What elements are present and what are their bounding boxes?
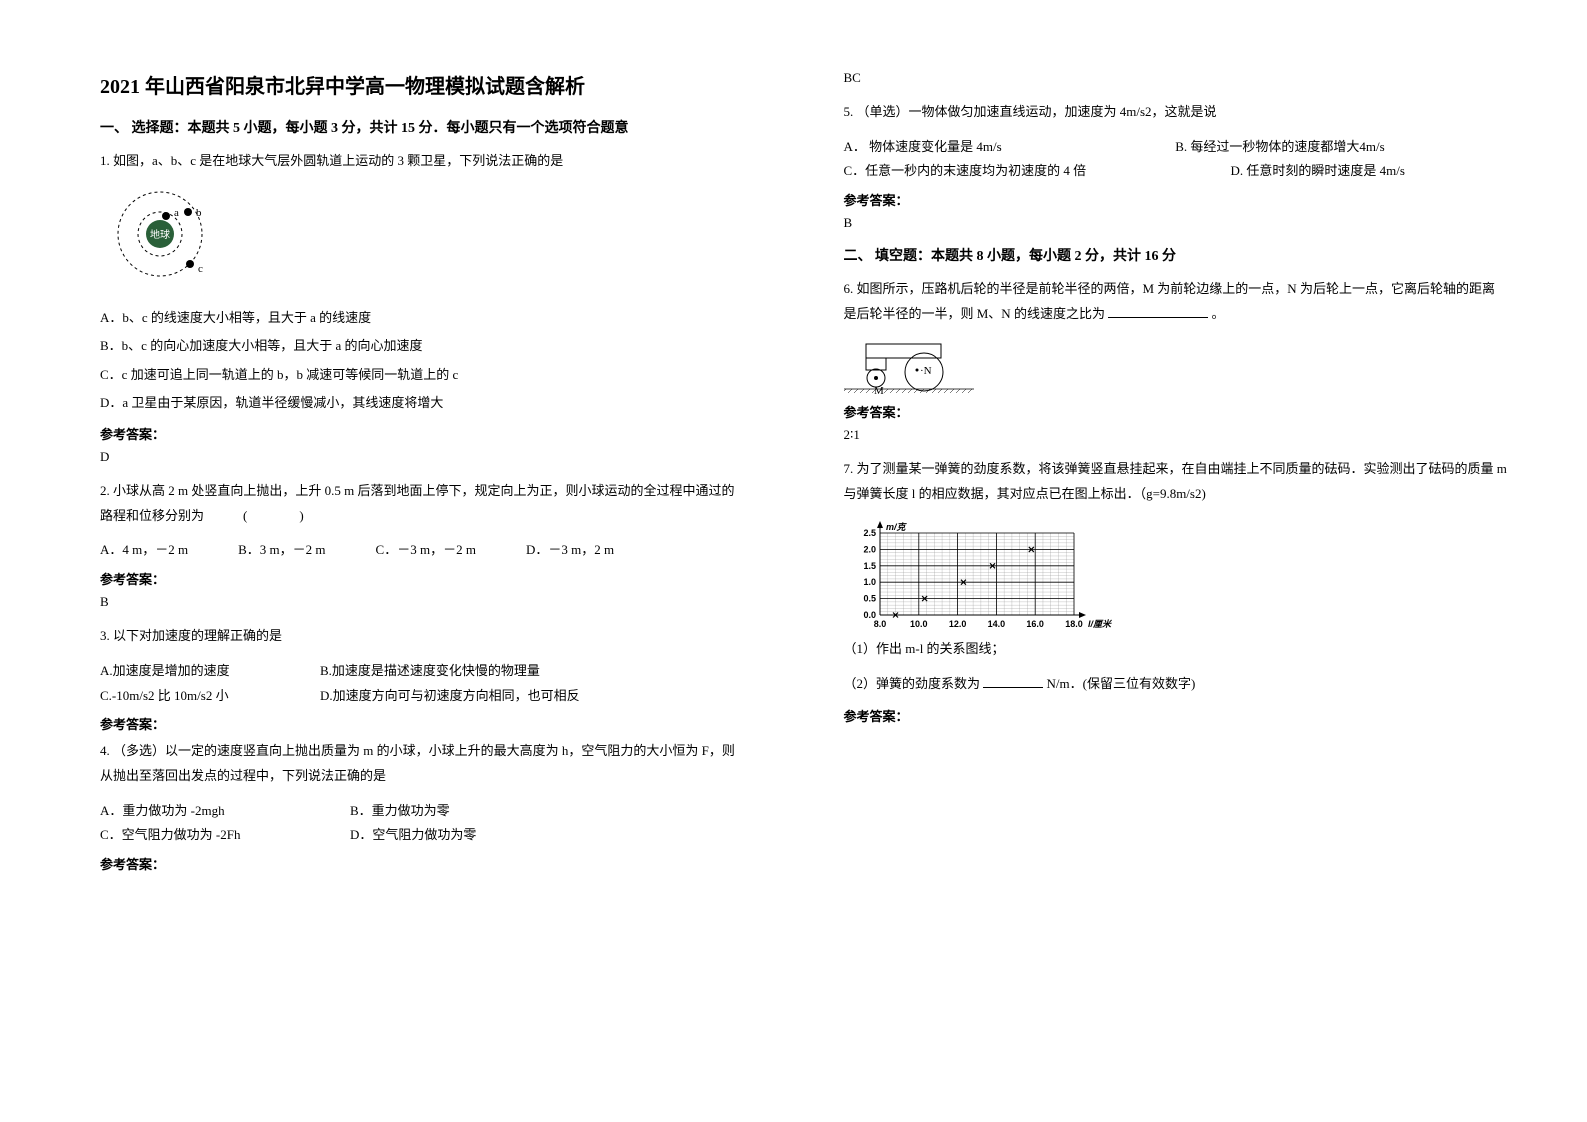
- q7-blank: [983, 675, 1043, 688]
- q5-optC: C．任意一秒内的末速度均为初速度的 4 倍: [844, 159, 1231, 184]
- q5-answer: B: [844, 215, 1508, 231]
- q5-stem: 5. （单选）一物体做匀加速直线运动，加速度为 4m/s2，这就是说: [844, 100, 1508, 125]
- q6-answer-label: 参考答案：: [844, 402, 1508, 421]
- q2-answer: B: [100, 594, 744, 610]
- q1-options: A．b、c 的线速度大小相等，且大于 a 的线速度 B．b、c 的向心加速度大小…: [100, 304, 744, 418]
- q1-figure: 地球 a b c: [100, 184, 744, 294]
- q7-answer-label: 参考答案：: [844, 706, 1508, 725]
- svg-text:l/厘米: l/厘米: [1088, 619, 1113, 629]
- q4-options-row1: A．重力做功为 -2mgh B．重力做功为零: [100, 799, 744, 824]
- svg-text:18.0: 18.0: [1065, 619, 1083, 629]
- q5-optB: B. 每经过一秒物体的速度都增大4m/s: [1175, 135, 1507, 160]
- q6-figure: M ·N: [844, 336, 1508, 396]
- svg-text:10.0: 10.0: [910, 619, 928, 629]
- svg-text:b: b: [196, 207, 202, 219]
- q3-optC: C.-10m/s2 比 10m/s2 小: [100, 684, 270, 709]
- q4-optA: A．重力做功为 -2mgh: [100, 799, 300, 824]
- q3-optD: D.加速度方向可与初速度方向相同，也可相反: [320, 684, 580, 709]
- q3-options-row1: A.加速度是增加的速度 B.加速度是描述速度变化快慢的物理量: [100, 659, 744, 684]
- q2-stem: 2. 小球从高 2 m 处竖直向上抛出，上升 0.5 m 后落到地面上停下，规定…: [100, 479, 744, 528]
- q1-stem: 1. 如图，a、b、c 是在地球大气层外圆轨道上运动的 3 颗卫星，下列说法正确…: [100, 149, 744, 174]
- q4-optC: C．空气阻力做功为 -2Fh: [100, 823, 300, 848]
- q6-answer: 2∶1: [844, 427, 1508, 443]
- svg-text:1.5: 1.5: [863, 561, 876, 571]
- q5-row1: A． 物体速度变化量是 4m/s B. 每经过一秒物体的速度都增大4m/s: [844, 135, 1508, 160]
- q1-answer: D: [100, 449, 744, 465]
- q3-optA: A.加速度是增加的速度: [100, 659, 270, 684]
- q2-optA: A．4 m，－2 m: [100, 538, 188, 563]
- svg-text:m/克: m/克: [886, 522, 908, 532]
- q3-optB: B.加速度是描述速度变化快慢的物理量: [320, 659, 540, 684]
- q7-stem: 7. 为了测量某一弹簧的劲度系数，将该弹簧竖直悬挂起来，在自由端挂上不同质量的砝…: [844, 457, 1508, 506]
- q7-chart: 8.0 10.0 12.0 14.0 16.0 18.0 0.0 0.5 1.0 1.5 2.0 2.…: [844, 517, 1508, 637]
- q5-answer-label: 参考答案：: [844, 190, 1508, 209]
- q5-optA: A． 物体速度变化量是 4m/s: [844, 135, 1176, 160]
- page-title: 2021 年山西省阳泉市北舁中学高一物理模拟试题含解析: [100, 70, 744, 99]
- q2-optC: C．－3 m，－2 m: [376, 538, 476, 563]
- svg-text:M: M: [874, 385, 884, 396]
- orbit-diagram: 地球 a b c: [100, 184, 230, 294]
- q4-optD: D．空气阻力做功为零: [350, 823, 476, 848]
- q7-sub2: （2）弹簧的劲度系数为 N/m．(保留三位有效数字): [844, 672, 1508, 697]
- q4-answer: BC: [844, 70, 1508, 86]
- q6: 6. 如图所示，压路机后轮的半径是前轮半径的两倍，M 为前轮边缘上的一点，N 为…: [844, 277, 1508, 326]
- q1-optB: B．b、c 的向心加速度大小相等，且大于 a 的向心加速度: [100, 332, 744, 361]
- svg-text:16.0: 16.0: [1026, 619, 1044, 629]
- svg-text:a: a: [174, 207, 179, 219]
- left-column: 2021 年山西省阳泉市北舁中学高一物理模拟试题含解析 一、 选择题：本题共 5…: [0, 0, 794, 1122]
- q3-options-row2: C.-10m/s2 比 10m/s2 小 D.加速度方向可与初速度方向相同，也可…: [100, 684, 744, 709]
- q2-optD: D．－3 m，2 m: [526, 538, 614, 563]
- q4-stem: 4. （多选）以一定的速度竖直向上抛出质量为 m 的小球，小球上升的最大高度为 …: [100, 739, 744, 788]
- q3-answer-label: 参考答案：: [100, 714, 744, 733]
- q3-stem: 3. 以下对加速度的理解正确的是: [100, 624, 744, 649]
- q4-answer-label: 参考答案：: [100, 854, 744, 873]
- svg-text:1.0: 1.0: [863, 577, 876, 587]
- svg-text:14.0: 14.0: [987, 619, 1005, 629]
- q2-answer-label: 参考答案：: [100, 569, 744, 588]
- q1-optC: C．c 加速可追上同一轨道上的 b，b 减速可等候同一轨道上的 c: [100, 361, 744, 390]
- svg-text:2.0: 2.0: [863, 544, 876, 554]
- svg-text:·N: ·N: [920, 365, 932, 377]
- q6-stem-b: 。: [1211, 306, 1224, 321]
- svg-text:12.0: 12.0: [948, 619, 966, 629]
- svg-text:c: c: [198, 263, 203, 275]
- q5-row2: C．任意一秒内的末速度均为初速度的 4 倍 D. 任意时刻的瞬时速度是 4m/s: [844, 159, 1508, 184]
- q2-optB: B．3 m，－2 m: [238, 538, 325, 563]
- q5-optD: D. 任意时刻的瞬时速度是 4m/s: [1231, 159, 1507, 184]
- roller-diagram: M ·N: [844, 336, 974, 396]
- svg-text:8.0: 8.0: [873, 619, 886, 629]
- q7-sub2b: N/m．(保留三位有效数字): [1047, 676, 1196, 691]
- right-column: BC 5. （单选）一物体做匀加速直线运动，加速度为 4m/s2，这就是说 A．…: [794, 0, 1587, 1122]
- section2-heading: 二、 填空题：本题共 8 小题，每小题 2 分，共计 16 分: [844, 245, 1508, 265]
- earth-label: 地球: [150, 228, 170, 241]
- q4-options-row2: C．空气阻力做功为 -2Fh D．空气阻力做功为零: [100, 823, 744, 848]
- q2-options: A．4 m，－2 m B．3 m，－2 m C．－3 m，－2 m D．－3 m…: [100, 538, 744, 563]
- q1-optA: A．b、c 的线速度大小相等，且大于 a 的线速度: [100, 304, 744, 333]
- svg-text:0.0: 0.0: [863, 610, 876, 620]
- q1-answer-label: 参考答案：: [100, 424, 744, 443]
- q7-sub2a: （2）弹簧的劲度系数为: [844, 676, 981, 691]
- q4-optB: B．重力做功为零: [350, 799, 450, 824]
- q7-sub1: （1）作出 m-l 的关系图线；: [844, 637, 1508, 662]
- svg-text:2.5: 2.5: [863, 528, 876, 538]
- q1-optD: D．a 卫星由于某原因，轨道半径缓慢减小，其线速度将增大: [100, 389, 744, 418]
- q6-blank: [1108, 305, 1208, 318]
- section1-heading: 一、 选择题：本题共 5 小题，每小题 3 分，共计 15 分．每小题只有一个选…: [100, 117, 744, 137]
- svg-text:0.5: 0.5: [863, 593, 876, 603]
